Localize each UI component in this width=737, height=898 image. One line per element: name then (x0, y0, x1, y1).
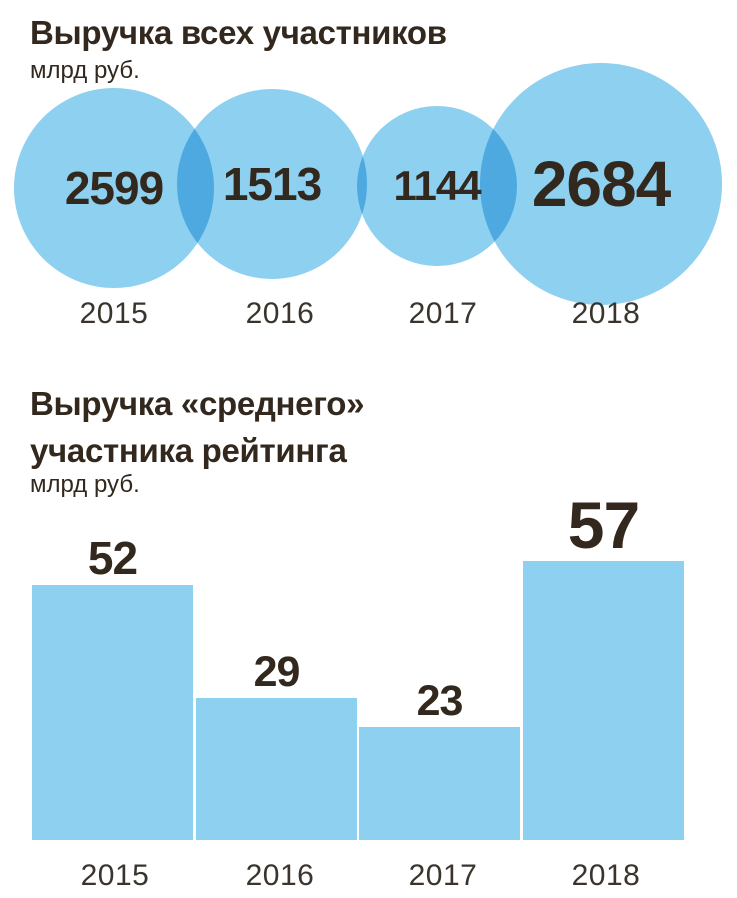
bar-year-2015: 2015 (80, 859, 150, 892)
bubble-2018 (480, 63, 722, 305)
bubble-chart-title: Выручка всех участников (30, 14, 447, 51)
bar-value-2017: 23 (416, 677, 464, 726)
bar-year-2017: 2017 (408, 859, 478, 892)
bubble-value-2016: 1513 (222, 158, 322, 210)
bar-value-2015: 52 (87, 531, 138, 584)
bubble-value-2015: 2599 (64, 162, 164, 214)
bar-year-2016: 2016 (245, 859, 315, 892)
bubble-year-2016: 2016 (245, 297, 315, 330)
bar-chart-title: Выручка «среднего» участника рейтинга (30, 381, 364, 475)
bubble-2016 (177, 89, 367, 279)
bar-2015 (32, 585, 193, 840)
bar-2017 (359, 727, 520, 840)
bar-2018 (523, 561, 684, 840)
bar-year-2018: 2018 (571, 859, 641, 892)
bubble-value-2018: 2684 (531, 148, 671, 220)
bubble-value-2017: 1144 (393, 162, 481, 209)
bar-chart-title-line1: Выручка «среднего» (30, 385, 365, 422)
bar-chart-unit: млрд руб. (30, 471, 140, 498)
bar-value-2018: 57 (567, 487, 640, 562)
bar-chart-title-line2: участника рейтинга (30, 431, 347, 469)
bar-2016 (196, 698, 357, 840)
bubble-chart-unit: млрд руб. (30, 57, 140, 84)
bubble-year-2018: 2018 (571, 297, 641, 330)
bubble-year-2015: 2015 (79, 297, 149, 330)
bubble-year-2017: 2017 (408, 297, 478, 330)
bar-value-2016: 29 (253, 648, 301, 697)
